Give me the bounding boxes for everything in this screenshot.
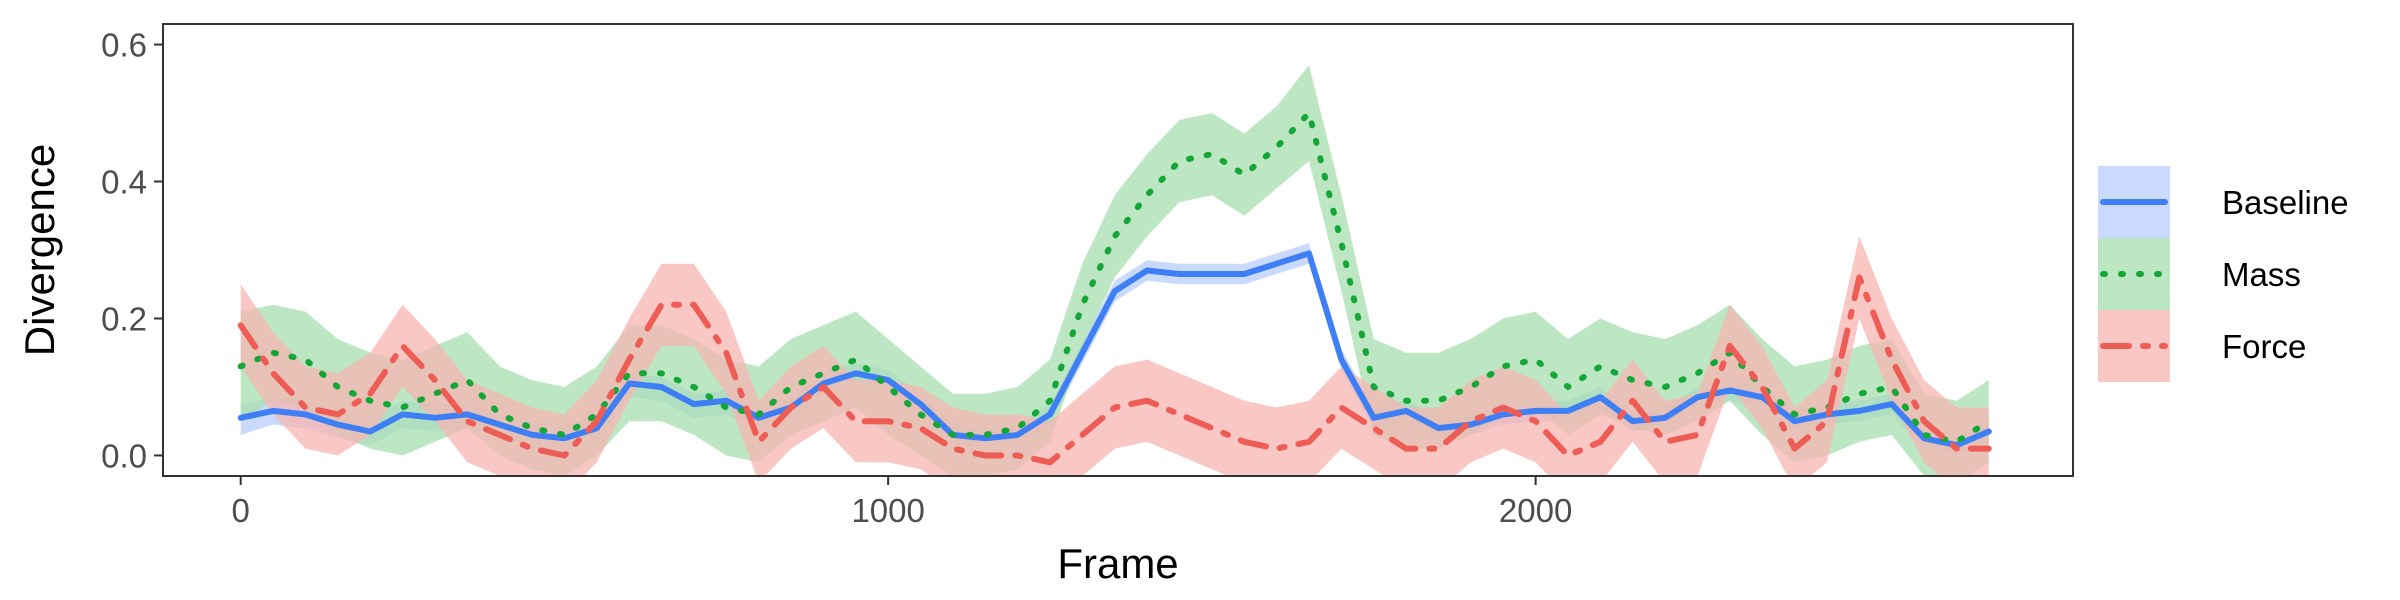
plot-panel: [162, 23, 2074, 477]
y-tick-label: 0.4: [101, 164, 147, 201]
y-tick-label: 0.2: [101, 300, 147, 337]
legend-label-baseline: Baseline: [2222, 184, 2349, 221]
x-axis-title: Frame: [1057, 540, 1178, 587]
line-force: [237, 274, 1992, 466]
line-mass: [237, 110, 1992, 445]
legend-label-force: Force: [2222, 328, 2306, 365]
y-tick-label: 0.6: [101, 27, 147, 64]
y-tick-label: 0.0: [101, 437, 147, 474]
x-tick-label: 1000: [851, 492, 924, 529]
line-baseline: [237, 250, 1992, 449]
x-tick-label: 0: [232, 492, 250, 529]
legend: Baseline Mass Force: [2098, 166, 2349, 382]
y-axis-title: Divergence: [16, 144, 63, 356]
series-lines: [237, 110, 1992, 466]
y-axis: 0.0 0.2 0.4 0.6: [101, 27, 163, 474]
x-axis: 0 1000 2000: [232, 476, 1572, 529]
band-force: [240, 236, 1989, 476]
legend-label-mass: Mass: [2222, 256, 2301, 293]
x-tick-label: 2000: [1499, 492, 1572, 529]
panel-border: [162, 23, 2074, 477]
